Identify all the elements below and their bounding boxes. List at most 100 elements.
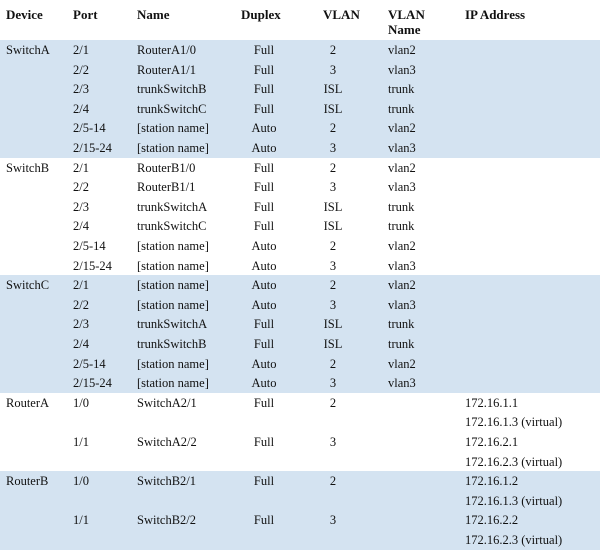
table-row: 1/0 SwitchB2/1 Full 2 172.16.1.2 — [0, 471, 600, 491]
cell-vlan-name: trunk — [388, 101, 415, 116]
cell-vlan-name: vlan2 — [388, 121, 416, 136]
cell-duplex: Full — [253, 82, 275, 97]
cell-vlan-name: trunk — [388, 336, 415, 351]
cell-vlan-name: vlan2 — [388, 238, 416, 253]
cell-name: trunkSwitchC — [137, 101, 207, 116]
table-row: 1/1 SwitchA2/2 Full 3 172.16.2.1 — [0, 432, 600, 452]
cell-port: 2/3 — [73, 82, 89, 97]
table-row: 2/3 trunkSwitchB Full ISL trunk — [0, 79, 600, 99]
cell-name: SwitchA2/1 — [137, 395, 197, 410]
table-row: 2/4 trunkSwitchC Full ISL trunk — [0, 99, 600, 119]
cell-ip-address: 172.16.1.2 — [465, 474, 519, 489]
cell-vlan-name: vlan3 — [388, 297, 416, 312]
table-row: 2/3 trunkSwitchA Full ISL trunk — [0, 197, 600, 217]
device-group: RouterA 1/0 SwitchA2/1 Full 2 172.16.1.1 172.1… — [0, 392, 600, 472]
cell-port: 2/2 — [73, 297, 89, 312]
cell-ip-address: 172.16.2.3 (virtual) — [465, 454, 563, 469]
cell-duplex: Auto — [251, 278, 277, 293]
table-row: 2/5-14 [station name] Auto 2 vlan2 — [0, 236, 600, 256]
cell-port: 2/1 — [73, 278, 89, 293]
cell-port: 2/15-24 — [73, 376, 112, 391]
cell-vlan: 2 — [329, 160, 337, 175]
cell-duplex: Full — [253, 199, 275, 214]
cell-duplex: Auto — [251, 258, 277, 273]
header-vlan-name-line2: Name — [388, 22, 421, 37]
cell-vlan: 2 — [329, 238, 337, 253]
device-group: RouterB 1/0 SwitchB2/1 Full 2 172.16.1.2 172.1… — [0, 471, 600, 550]
cell-name: SwitchB2/2 — [137, 513, 197, 528]
cell-port: 2/4 — [73, 101, 89, 116]
header-vlan: VLAN — [323, 7, 360, 22]
cell-port: 1/0 — [73, 395, 89, 410]
cell-port: 2/3 — [73, 199, 89, 214]
cell-device: RouterB — [6, 474, 49, 489]
cell-vlan: 2 — [329, 356, 337, 371]
cell-ip-address: 172.16.1.3 (virtual) — [465, 493, 563, 508]
table-row: 2/2 RouterB1/1 Full 3 vlan3 — [0, 177, 600, 197]
cell-duplex: Full — [253, 62, 275, 77]
header-name: Name — [137, 7, 170, 22]
table-row: 2/15-24 [station name] Auto 3 vlan3 — [0, 256, 600, 276]
cell-name: RouterA1/1 — [137, 62, 197, 77]
cell-vlan: 2 — [329, 474, 337, 489]
cell-duplex: Auto — [251, 297, 277, 312]
table-row: 172.16.2.3 (virtual) — [0, 530, 600, 550]
cell-name: trunkSwitchA — [137, 199, 208, 214]
cell-port: 1/0 — [73, 474, 89, 489]
cell-name: SwitchA2/2 — [137, 434, 197, 449]
cell-vlan-name: vlan3 — [388, 141, 416, 155]
table-row: 172.16.1.3 (virtual) — [0, 491, 600, 511]
cell-vlan-name: vlan3 — [388, 258, 416, 273]
header-device: Device — [6, 7, 43, 22]
cell-vlan-name: trunk — [388, 199, 415, 214]
cell-vlan: ISL — [323, 317, 343, 332]
cell-vlan: ISL — [323, 101, 343, 116]
cell-port: 2/3 — [73, 317, 89, 332]
cell-duplex: Full — [253, 160, 275, 175]
cell-vlan: 3 — [329, 297, 337, 312]
header-duplex: Duplex — [241, 7, 281, 22]
cell-vlan: 3 — [329, 258, 337, 273]
cell-vlan-name: trunk — [388, 82, 415, 97]
table-row: 2/2 RouterA1/1 Full 3 vlan3 — [0, 60, 600, 80]
cell-vlan: 3 — [329, 376, 337, 391]
header-ip-address: IP Address — [465, 7, 526, 22]
table-row: 2/1 RouterA1/0 Full 2 vlan2 — [0, 40, 600, 60]
table-row: 2/3 trunkSwitchA Full ISL trunk — [0, 314, 600, 334]
cell-vlan-name: vlan2 — [388, 356, 416, 371]
cell-device: SwitchC — [6, 278, 50, 293]
cell-vlan-name: trunk — [388, 219, 415, 234]
cell-port: 1/1 — [73, 513, 89, 528]
cell-name: [station name] — [137, 356, 209, 371]
cell-duplex: Full — [253, 43, 275, 57]
table-row: 1/1 SwitchB2/2 Full 3 172.16.2.2 — [0, 510, 600, 530]
cell-duplex: Full — [253, 513, 275, 528]
cell-port: 2/2 — [73, 62, 89, 77]
cell-duplex: Auto — [251, 238, 277, 253]
cell-port: 1/1 — [73, 434, 89, 449]
cell-name: trunkSwitchA — [137, 317, 208, 332]
cell-device: RouterA — [6, 395, 50, 410]
table-row: 2/15-24 [station name] Auto 3 vlan3 — [0, 373, 600, 393]
cell-vlan-name: trunk — [388, 317, 415, 332]
cell-vlan: ISL — [323, 199, 343, 214]
cell-duplex: Full — [253, 474, 275, 489]
table-row: 2/15-24 [station name] Auto 3 vlan3 — [0, 138, 600, 158]
cell-ip-address: 172.16.1.1 — [465, 395, 519, 410]
cell-vlan: 2 — [329, 43, 337, 57]
cell-vlan-name: vlan2 — [388, 278, 416, 293]
header-port: Port — [73, 7, 98, 22]
cell-ip-address: 172.16.1.3 (virtual) — [465, 415, 563, 430]
cell-vlan: 3 — [329, 180, 337, 195]
cell-duplex: Auto — [251, 121, 277, 136]
cell-duplex: Auto — [251, 376, 277, 391]
cell-vlan: ISL — [323, 219, 343, 234]
cell-vlan: 3 — [329, 513, 337, 528]
cell-name: trunkSwitchC — [137, 219, 207, 234]
cell-vlan: 2 — [329, 395, 337, 410]
cell-ip-address: 172.16.2.2 — [465, 513, 519, 528]
cell-name: [station name] — [137, 297, 209, 312]
cell-port: 2/15-24 — [73, 141, 112, 155]
header-vlan-name-line1: VLAN — [388, 7, 425, 22]
